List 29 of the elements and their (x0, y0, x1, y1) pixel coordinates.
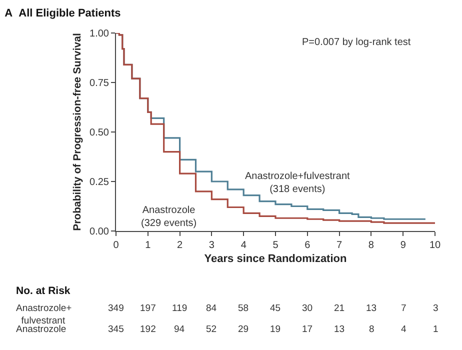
x-axis-title: Years since Randomization (204, 253, 347, 266)
x-tick-label: 5 (272, 240, 279, 251)
series-label: Anastrozole+fulvestrant (245, 171, 350, 182)
x-tick-label: 9 (400, 240, 406, 251)
y-tick-label: 1.00 (90, 28, 110, 40)
annotation: P=0.007 by log-rank test (302, 37, 411, 48)
chart-title: A All Eligible Patients (4, 7, 121, 20)
y-tick-label: 0.00 (90, 226, 110, 238)
x-tick-label: 3 (208, 240, 215, 251)
y-axis-title: Probability of Progression-free Survival (71, 33, 84, 231)
text: 349 197 119 84 58 45 30 21 13 7 3 (108, 303, 438, 314)
x-tick-label: 6 (304, 240, 311, 251)
annotation: (318 events) (270, 184, 326, 195)
x-tick-label: 0 (113, 240, 120, 251)
y-tick-label: 0.50 (90, 128, 110, 138)
text: No. at Risk (16, 285, 70, 297)
text: Anastrozole+ fulvestrant (16, 303, 72, 326)
y-tick-label: 0.75 (90, 78, 110, 89)
x-tick-label: 7 (336, 240, 343, 251)
text: Anastrozole (16, 324, 66, 335)
x-tick-label: 10 (429, 240, 441, 251)
annotation: (329 events) (141, 218, 197, 229)
text: 345 192 94 52 29 19 17 13 8 4 1 (108, 324, 438, 335)
x-tick-label: 2 (177, 240, 184, 251)
x-tick-label: 4 (240, 240, 247, 251)
x-tick-label: 1 (145, 240, 152, 251)
x-tick-label: 8 (368, 240, 374, 251)
series-label: Anastrozole (142, 205, 196, 216)
y-tick-label: 0.25 (90, 177, 110, 188)
